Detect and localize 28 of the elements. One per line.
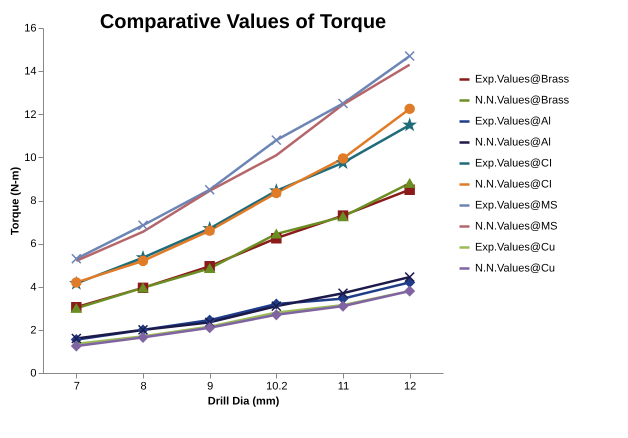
legend-label: Exp.Values@Cu bbox=[475, 242, 556, 254]
x-tick-label: 12 bbox=[404, 380, 416, 392]
chart-title: Comparative Values of Torque bbox=[100, 11, 386, 33]
x-tick-label: 7 bbox=[74, 380, 80, 392]
legend-label: Exp.Values@Al bbox=[475, 116, 551, 128]
legend-label: N.N.Values@MS bbox=[475, 220, 558, 232]
y-tick-label: 0 bbox=[30, 368, 36, 380]
legend-label: Exp.Values@MS bbox=[475, 200, 558, 212]
y-tick-label: 16 bbox=[24, 22, 36, 34]
y-tick-label: 12 bbox=[24, 108, 36, 121]
y-tick-label: 4 bbox=[30, 281, 36, 294]
legend-label: N.N.Values@CI bbox=[475, 178, 552, 190]
x-tick-label: 8 bbox=[140, 380, 147, 392]
y-tick-label: 10 bbox=[24, 152, 36, 164]
legend-label: N.N.Values@Al bbox=[475, 136, 551, 148]
legend-label: Exp.Values@Brass bbox=[475, 74, 570, 86]
x-axis-title: Drill Dia (mm) bbox=[208, 396, 280, 408]
y-tick-label: 6 bbox=[30, 238, 36, 250]
x-tick-label: 9 bbox=[207, 380, 214, 392]
y-tick-label: 2 bbox=[30, 324, 36, 336]
x-tick-label: 11 bbox=[338, 380, 350, 392]
x-tick-label: 10.2 bbox=[266, 380, 288, 392]
y-axis-title: Torque (N-m) bbox=[9, 166, 22, 236]
legend-label: N.N.Values@Cu bbox=[475, 262, 556, 274]
y-tick-label: 8 bbox=[30, 195, 36, 207]
legend-label: Exp.Values@CI bbox=[475, 158, 552, 170]
legend-label: N.N.Values@Brass bbox=[475, 94, 570, 106]
y-tick-label: 14 bbox=[24, 66, 36, 78]
